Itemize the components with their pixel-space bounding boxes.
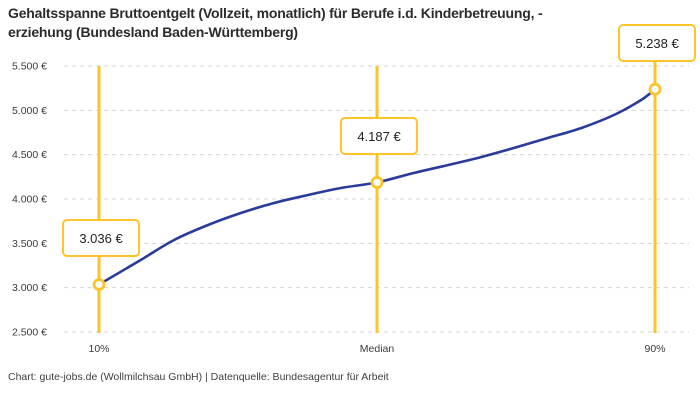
y-tick-label: 4.500 €	[12, 149, 47, 161]
x-tick-label: 90%	[644, 343, 665, 355]
x-tick-label: 10%	[88, 343, 109, 355]
y-tick-label: 4.000 €	[12, 194, 47, 206]
y-tick-label: 3.500 €	[12, 238, 47, 250]
chart-title-line-2: erziehung (Bundesland Baden-Württemberg)	[8, 23, 298, 40]
salary-curve	[97, 87, 657, 286]
value-label-10pct: 3.036 €	[62, 219, 140, 258]
chart-title-line-1: Gehaltsspanne Bruttoentgelt (Vollzeit, m…	[8, 5, 543, 21]
y-tick-label: 5.500 €	[12, 61, 47, 73]
y-tick-label: 2.500 €	[12, 327, 47, 339]
y-tick-label: 3.000 €	[12, 282, 47, 294]
y-tick-label: 5.000 €	[12, 105, 47, 117]
data-point-marker	[648, 82, 662, 96]
x-tick-label: Median	[360, 343, 395, 355]
chart-title: Gehaltsspanne Bruttoentgelt (Vollzeit, m…	[8, 4, 658, 41]
footer-credit: Chart: gute-jobs.de (Wollmilchsau GmbH) …	[8, 371, 389, 383]
data-point-marker	[92, 278, 106, 291]
value-label-90pct: 5.238 €	[618, 24, 696, 63]
value-label-median: 4.187 €	[340, 117, 418, 156]
data-point-marker	[370, 176, 384, 189]
